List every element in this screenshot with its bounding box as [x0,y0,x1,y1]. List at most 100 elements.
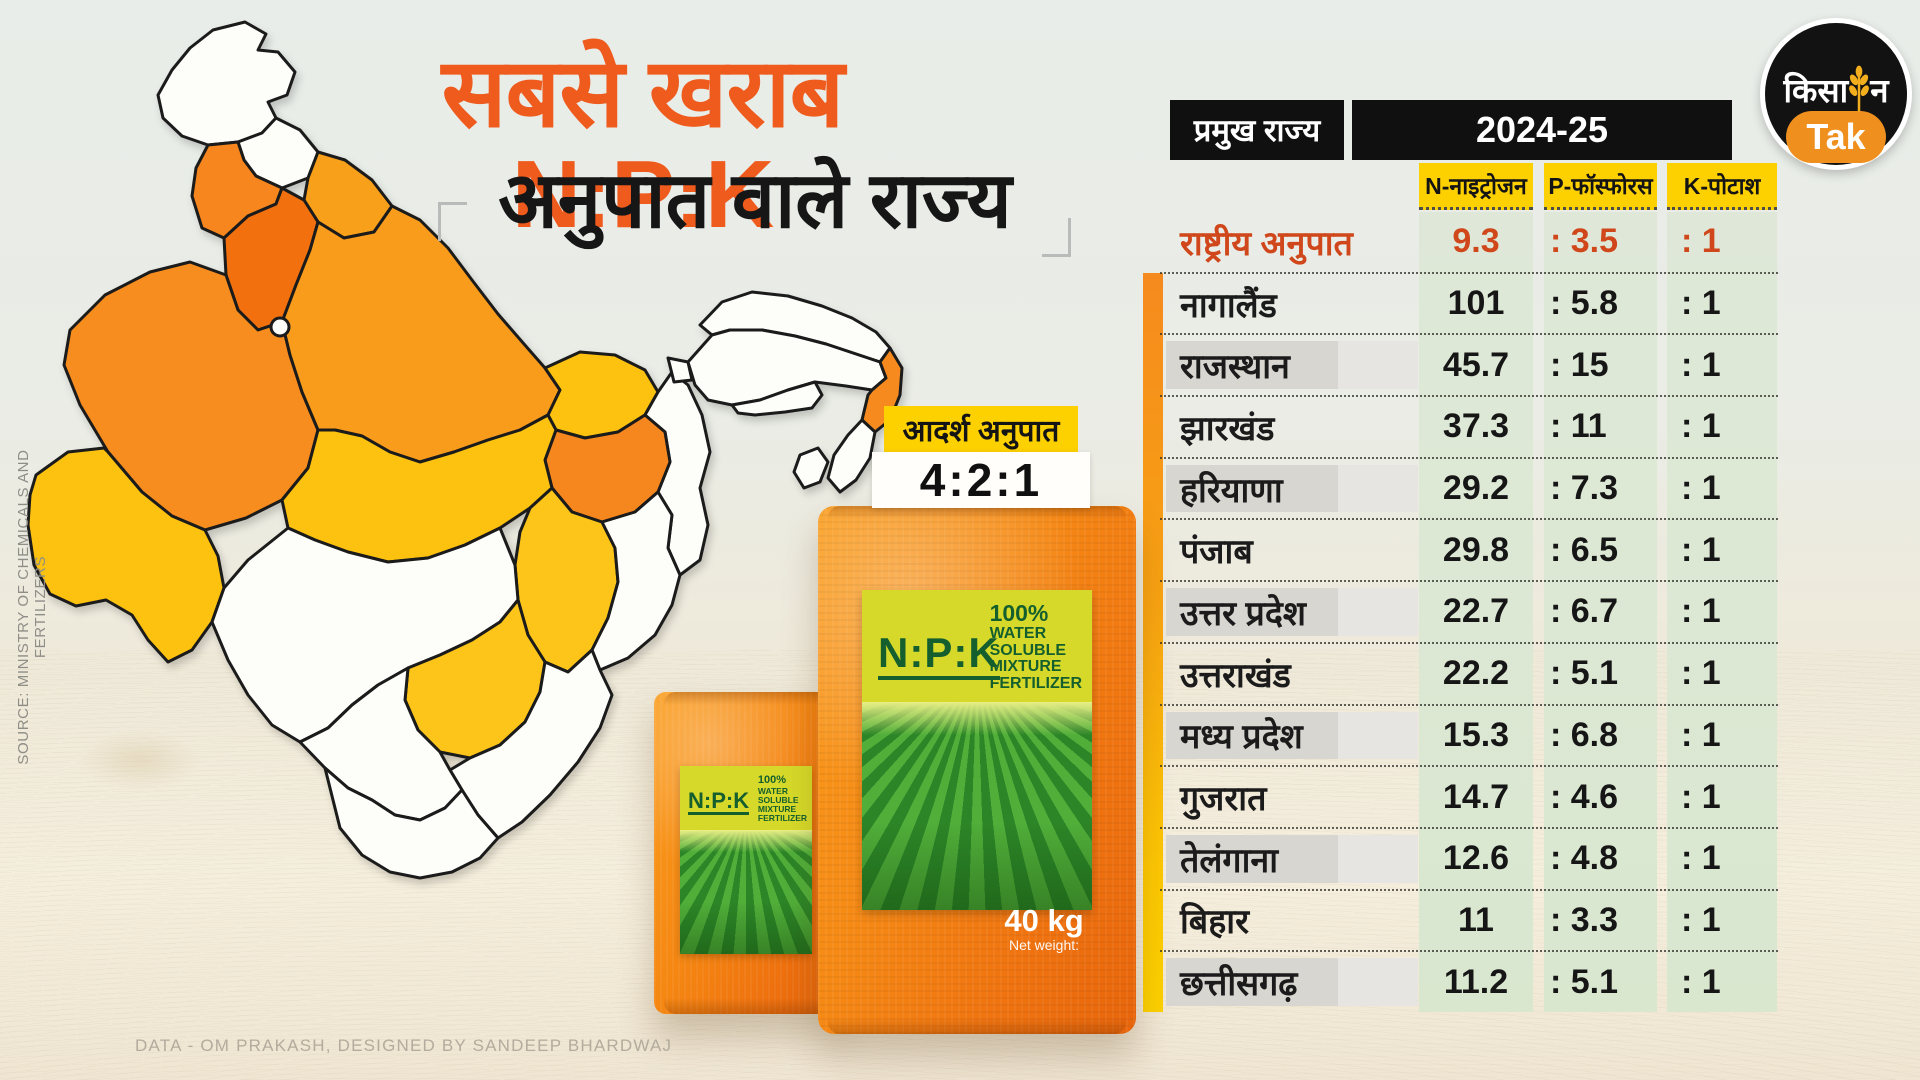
column-strip-potash [1667,212,1777,1012]
delhi-marker [269,316,291,338]
state-andhra-pradesh [448,648,614,840]
title-line2: अनुपात वाले राज्य [498,156,1012,244]
bag-large-field-image [862,702,1092,910]
k-value: : 1 [1681,284,1721,323]
claim-line: 100% [989,600,1049,626]
table-row: नागालैंड 101 : 5.8 : 1 [1160,274,1778,336]
logo-kisan-text: किसा न [1783,55,1889,112]
state-name: राष्ट्रीय अनुपात [1180,224,1353,263]
k-value: : 1 [1681,654,1721,693]
p-value: : 6.5 [1550,530,1619,569]
k-value: : 1 [1681,345,1721,384]
table-row: झारखंड 37.3 : 11 : 1 [1160,397,1778,459]
p-value: : 3.3 [1550,900,1619,939]
k-value: : 1 [1681,839,1721,878]
state-name: छत्तीसगढ़ [1180,965,1298,1004]
bag-crimp [664,998,828,1014]
state-south-india [323,766,500,880]
ideal-ratio-value: 4:2:1 [872,452,1090,508]
table-row: पंजाब 29.8 : 6.5 : 1 [1160,520,1778,583]
table-row: बिहार 11 : 3.3 : 1 [1160,891,1778,953]
n-value: 15.3 [1442,715,1510,754]
rows-accent-bar [1143,273,1163,1012]
n-value: 29.2 [1442,469,1510,508]
k-value: : 1 [1681,469,1721,508]
wheat-icon [1849,65,1870,112]
logo-tak-badge: Tak [1786,111,1886,163]
p-value: : 5.1 [1550,962,1619,1001]
n-value: 11.2 [1443,962,1509,1001]
n-value: 22.7 [1442,592,1510,631]
p-value: : 3.5 [1550,222,1619,261]
k-value: : 1 [1681,222,1721,261]
n-value: 14.7 [1442,777,1510,816]
table-row: छत्तीसगढ़ 11.2 : 5.1 : 1 [1160,952,1778,1012]
column-header-phosphorus: P-फॉस्फोरस [1544,163,1657,210]
logo-text-right: न [1870,72,1889,109]
k-value: : 1 [1681,715,1721,754]
claim-line: FERTILIZER [989,674,1082,692]
claim-line: SOLUBLE [989,641,1067,659]
p-value: : 4.8 [1550,839,1619,878]
bag-weight-value: 40 kg [1004,903,1084,938]
state-tripura [792,446,830,490]
k-value: : 1 [1681,777,1721,816]
table-row: मध्य प्रदेश 15.3 : 6.8 : 1 [1160,706,1778,768]
bag-small-brand: N:P:K [688,788,750,815]
table-row: उत्तराखंड 22.2 : 5.1 : 1 [1160,644,1778,706]
table-row: तेलंगाना 12.6 : 4.8 : 1 [1160,829,1778,891]
k-value: : 1 [1681,407,1721,446]
bag-crimp [828,1018,1126,1034]
k-value: : 1 [1681,962,1721,1001]
column-strip-phosphorus [1544,212,1657,1012]
claim-line: WATER [989,624,1047,642]
state-name: उत्तराखंड [1180,656,1291,695]
state-meghalaya [730,380,824,417]
state-manipur-mizoram [826,418,877,494]
state-name: झारखंड [1180,409,1275,448]
column-header-nitrogen: N-नाइट्रोजन [1419,163,1533,210]
fertilizer-bag-large: N:P:K 100% WATER SOLUBLE MIXTURE FERTILI… [818,506,1136,1034]
state-name: उत्तर प्रदेश [1180,594,1306,633]
credit-note: DATA - OM PRAKASH, DESIGNED BY SANDEEP B… [135,1036,673,1055]
bag-large-claims: 100% WATER SOLUBLE MIXTURE FERTILIZER [989,600,1082,692]
claim-line: MIXTURE [989,658,1062,676]
table-row: गुजरात 14.7 : 4.6 : 1 [1160,767,1778,829]
logo-text-left: किसा [1783,72,1849,109]
bag-crimp [664,692,828,705]
fertilizer-bag-small: 100% WATER SOLUBLE MIXTURE FERTILIZER N:… [654,692,838,1014]
p-value: : 6.7 [1550,592,1619,631]
n-value: 37.3 [1442,407,1510,446]
bag-large-brand: N:P:K [878,632,1000,680]
bracket-left [438,202,467,241]
p-value: : 6.8 [1550,715,1619,754]
title-line1: सबसे खराब N:P:K [441,40,845,248]
table-header-state: प्रमुख राज्य [1170,100,1344,160]
bag-small-claims: 100% WATER SOLUBLE MIXTURE FERTILIZER [757,774,807,824]
bag-small-label: 100% WATER SOLUBLE MIXTURE FERTILIZER N:… [680,766,812,954]
table-rows: राष्ट्रीय अनुपात 9.3 : 3.5 : 1 नागालैंड … [1160,212,1778,1012]
n-value: 45.7 [1442,345,1510,384]
source-note: SOURCE: MINISTRY OF CHEMICALS AND FERTIL… [15,449,49,765]
p-value: : 11 [1550,407,1607,446]
bag-weight-label: Net weight: [1008,937,1080,954]
state-name: गुजरात [1180,780,1267,819]
state-name: बिहार [1180,903,1249,942]
k-value: : 1 [1681,530,1721,569]
logo-tak-text: Tak [1806,116,1866,157]
table-row: हरियाणा 29.2 : 7.3 : 1 [1160,459,1778,521]
p-value: : 15 [1550,345,1609,384]
bag-large-label: N:P:K 100% WATER SOLUBLE MIXTURE FERTILI… [862,590,1092,910]
n-value: 11 [1458,900,1494,939]
table-header-year: 2024-25 [1352,100,1732,160]
state-name: राजस्थान [1180,348,1290,387]
claim-line: 100% [757,774,787,786]
ideal-ratio-label: आदर्श अनुपात [884,406,1078,452]
n-value: 22.2 [1442,654,1510,693]
n-value: 12.6 [1442,839,1510,878]
state-name: तेलंगाना [1180,841,1279,880]
n-value: 29.8 [1442,530,1510,569]
field-silhouette [80,730,200,790]
